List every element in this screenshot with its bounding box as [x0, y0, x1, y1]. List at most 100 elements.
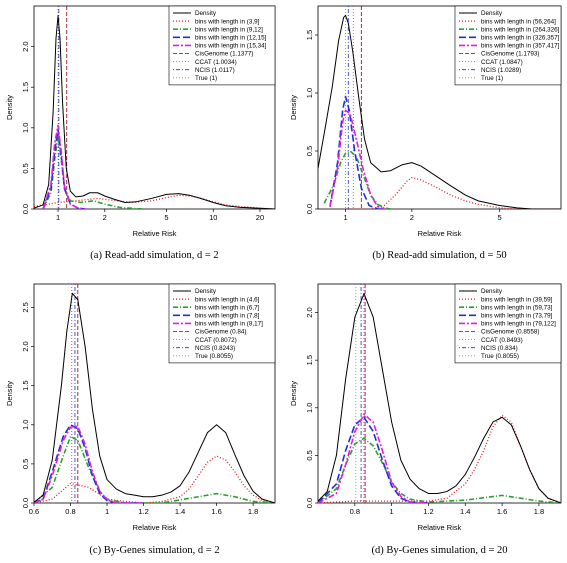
panel-c: 0.6 0.8 1 1.2 1.4 1.6 1.8 0.0 0.5 1.0 1.5 2.0 2.5 Rel… — [5, 283, 276, 556]
panel-a: 1 2 5 10 20 0.0 0.5 1.0 1.5 2.0 Relative Risk Densi… — [5, 5, 276, 261]
x-axis-label: Relative Risk — [133, 229, 177, 238]
series-density — [34, 15, 275, 209]
panel-caption: (d) By-Genes simulation, d = 20 — [372, 545, 508, 556]
series-bins-with-length-in-3-9 — [34, 194, 275, 209]
panel-caption: (b) Read-add simulation, d = 50 — [372, 250, 506, 261]
y-tick-label: 0.0 — [305, 498, 314, 508]
y-tick-label: 1.5 — [21, 380, 30, 390]
x-axis-label: Relative Risk — [418, 229, 462, 238]
legend-label: bins with length in (15,34] — [195, 43, 267, 50]
legend-label: NCIS (0.8243) — [195, 345, 235, 352]
x-tick-label: 5 — [164, 213, 168, 222]
series-bins-with-length-in-326-357 — [329, 95, 385, 209]
x-tick-label: 1.8 — [248, 507, 258, 516]
x-tick-label: 0.6 — [29, 507, 39, 516]
y-axis-label: Density — [289, 381, 298, 406]
panel-caption: (c) By-Genes simulation, d = 2 — [89, 545, 219, 556]
panel-caption: (a) Read-add simulation, d = 2 — [90, 250, 218, 261]
legend-label: True (1) — [481, 75, 503, 82]
y-tick-label: 1.0 — [305, 88, 314, 98]
x-tick-label: 1 — [390, 507, 394, 516]
legend-label: bins with length in (3,9] — [195, 18, 260, 25]
legend-label: bins with length in (39,59] — [481, 296, 553, 303]
legend-label: CisGenome (0.8558) — [481, 329, 539, 336]
x-tick-label: 1 — [56, 213, 60, 222]
plot-area — [34, 284, 275, 503]
legend-label: bins with length in (79,122] — [481, 321, 556, 328]
series-bins-with-length-in-79-122 — [318, 413, 429, 503]
y-tick-label: 0.5 — [305, 450, 314, 460]
series-bins-with-length-in-39-59 — [318, 414, 561, 503]
legend-label: Density — [195, 10, 217, 17]
legend-label: Density — [481, 288, 503, 295]
legend-label: bins with length in (12,15] — [195, 35, 267, 42]
y-tick-label: 0.5 — [21, 163, 30, 173]
x-tick-label: 1.4 — [460, 507, 470, 516]
x-axis-label: Relative Risk — [133, 523, 177, 532]
x-axis-label: Relative Risk — [418, 523, 462, 532]
y-axis-label: Density — [5, 95, 14, 120]
plot-area — [34, 6, 275, 209]
plot-frame — [317, 5, 562, 210]
legend-label: bins with length in (6,7] — [195, 304, 260, 311]
x-tick-label: 2 — [103, 213, 107, 222]
y-tick-label: 2.0 — [21, 341, 30, 351]
legend-label: bins with length in (73,79] — [481, 313, 553, 320]
x-tick-label: 1.2 — [423, 507, 433, 516]
x-tick-label: 20 — [256, 213, 264, 222]
legend-label: bins with length in (59,73] — [481, 304, 553, 311]
legend-label: CisGenome (1.1793) — [481, 51, 539, 58]
legend-label: Density — [195, 288, 217, 295]
y-tick-label: 0.5 — [305, 146, 314, 156]
x-tick-label: 1.2 — [138, 507, 148, 516]
y-tick-label: 0.5 — [21, 459, 30, 469]
plot-frame — [317, 283, 562, 504]
legend-label: NCIS (0.834) — [481, 345, 518, 352]
x-tick-label: 0.8 — [65, 507, 75, 516]
legend-label: True (0.8055) — [195, 353, 233, 360]
legend-label: bins with length in (4,6] — [195, 296, 260, 303]
legend-label: bins with length in (9,12] — [195, 26, 263, 33]
legend-label: bins with length in (56,264] — [481, 18, 556, 25]
series-density — [318, 14, 561, 209]
y-tick-label: 2.0 — [21, 41, 30, 51]
y-axis-label: Density — [289, 95, 298, 120]
legend-label: True (0.8055) — [481, 353, 519, 360]
legend-label: bins with length in (8,17] — [195, 321, 263, 328]
y-tick-label: 2.5 — [21, 302, 30, 312]
legend-label: NCIS (1.0117) — [195, 67, 235, 74]
legend-label: bins with length in (7,8] — [195, 313, 260, 320]
series-density — [34, 292, 275, 503]
series-bins-with-length-in-59-73 — [318, 437, 561, 503]
legend-label: CisGenome (0.84) — [195, 329, 246, 336]
y-axis-label: Density — [5, 381, 14, 406]
legend-label: CCAT (0.8072) — [195, 337, 237, 344]
series-bins-with-length-in-56-264 — [345, 177, 561, 209]
legend-label: Density — [481, 10, 503, 17]
series-bins-with-length-in-6-7 — [34, 435, 275, 503]
legend-label: CisGenome (1.1377) — [195, 51, 253, 58]
x-tick-label: 1 — [105, 507, 109, 516]
series-bins-with-length-in-8-17 — [34, 425, 144, 503]
y-tick-label: 1.0 — [21, 420, 30, 430]
y-tick-label: 1.0 — [21, 123, 30, 133]
legend-label: CCAT (1.0034) — [195, 59, 237, 66]
x-tick-label: 10 — [209, 213, 217, 222]
plot-area — [318, 6, 561, 209]
legend-label: bins with length in (357,417] — [481, 43, 560, 50]
series-bins-with-length-in-7-8 — [34, 423, 144, 503]
plot-frame — [33, 5, 276, 210]
x-tick-label: 1 — [343, 213, 347, 222]
y-tick-label: 1.5 — [21, 82, 30, 92]
series-bins-with-length-in-73-79 — [318, 416, 429, 503]
y-tick-label: 0.0 — [305, 204, 314, 214]
y-tick-label: 0.0 — [21, 204, 30, 214]
x-tick-label: 5 — [497, 213, 501, 222]
legend-label: CCAT (1.0847) — [481, 59, 523, 66]
legend-label: bins with length in (264,326] — [481, 26, 560, 33]
y-tick-label: 2.0 — [305, 307, 314, 317]
y-tick-label: 1.0 — [305, 403, 314, 413]
